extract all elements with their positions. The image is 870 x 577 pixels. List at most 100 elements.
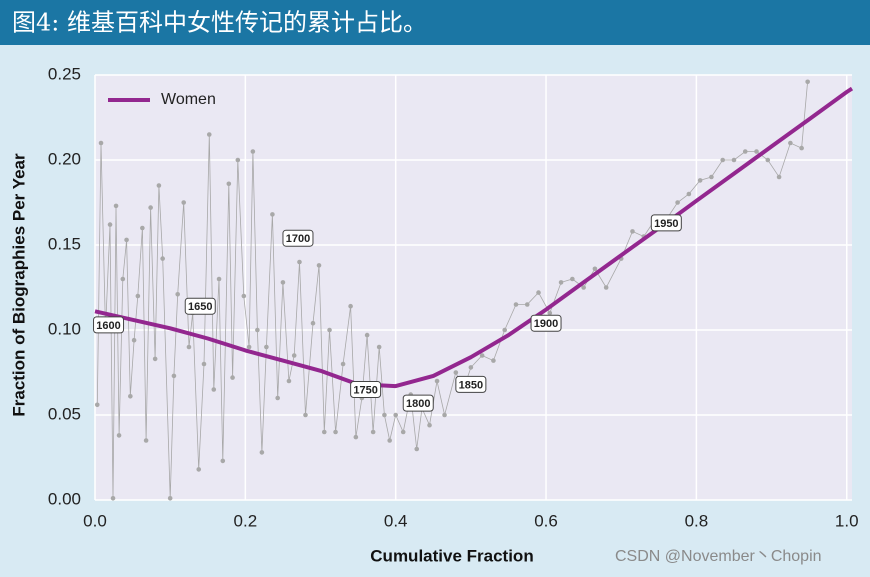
data-point (181, 200, 187, 205)
annotation-box (455, 375, 487, 393)
series-line (94, 86, 854, 389)
data-point (116, 433, 122, 438)
data-point (370, 429, 376, 435)
data-point (186, 344, 192, 350)
data-point (333, 429, 338, 435)
data-point (110, 496, 116, 501)
data-point (720, 157, 726, 163)
data-point (206, 132, 212, 137)
data-point (400, 429, 406, 435)
data-point (246, 344, 252, 350)
data-point (491, 358, 496, 363)
data-point (630, 229, 635, 234)
y-tick-label: 0.20 (48, 149, 81, 168)
data-point (675, 200, 680, 205)
data-point (235, 157, 241, 163)
data-point (107, 222, 113, 227)
data-point (453, 370, 459, 375)
x-tick-label: 0.6 (534, 511, 558, 530)
y-tick-label: 0.10 (48, 319, 81, 338)
data-point (427, 422, 432, 428)
data-point (201, 361, 207, 367)
annotation: 1750 (353, 384, 377, 396)
data-point (788, 140, 793, 146)
data-point (140, 225, 145, 231)
data-point (230, 375, 235, 380)
data-point (414, 446, 420, 452)
data-point (434, 378, 440, 384)
data-point (731, 157, 737, 163)
data-point (216, 276, 222, 282)
data-point (776, 174, 782, 180)
y-tick-label: 0.15 (48, 234, 81, 253)
data-point (765, 157, 771, 163)
data-point (327, 327, 332, 333)
data-point (152, 356, 158, 362)
data-point (468, 365, 474, 370)
annotation: 1800 (406, 398, 430, 410)
data-point (581, 285, 586, 290)
plot-area (95, 75, 852, 500)
annotation: 1900 (534, 318, 558, 330)
data-point (382, 412, 387, 418)
x-tick-label: 0.8 (685, 511, 709, 530)
data-point (280, 280, 286, 285)
data-point (286, 378, 292, 384)
data-point (376, 344, 382, 350)
y-tick-label: 0.00 (48, 489, 81, 508)
annotation-box (184, 297, 216, 315)
data-point (124, 237, 129, 243)
data-point (570, 276, 575, 282)
header-bar (0, 0, 870, 45)
x-tick-label: 1.0 (835, 511, 859, 530)
data-point (156, 183, 162, 188)
data-point (255, 327, 260, 333)
annotation: 1650 (188, 301, 212, 313)
data-point (120, 276, 126, 282)
x-tick-label: 0.2 (234, 511, 258, 530)
data-point (502, 327, 507, 333)
data-point (94, 402, 100, 408)
data-point (558, 280, 564, 285)
data-point (264, 344, 269, 350)
data-point (799, 145, 804, 151)
data-point (603, 285, 609, 290)
y-tick-label: 0.05 (48, 404, 81, 423)
watermark: CSDN @November丶Chopin (615, 548, 822, 565)
x-axis-label: Cumulative Fraction (370, 546, 533, 565)
data-point (160, 256, 165, 261)
annotation-box (530, 314, 562, 332)
data-point (316, 263, 322, 268)
data-point (220, 458, 226, 464)
annotation-box (93, 316, 125, 334)
annotation: 1700 (286, 233, 310, 245)
data-point (340, 361, 346, 367)
data-point (128, 394, 133, 399)
data-point (297, 259, 302, 265)
data-point (364, 332, 370, 338)
data-point (167, 496, 173, 501)
data-point (303, 412, 308, 418)
data-point (226, 181, 232, 187)
data-point (686, 191, 692, 197)
data-point (742, 149, 748, 154)
annotation-box (350, 381, 382, 398)
data-point (275, 395, 280, 401)
data-point (348, 303, 353, 309)
data-point (175, 292, 180, 297)
data-point (241, 293, 247, 299)
annotation: 1850 (459, 379, 483, 391)
y-tick-label: 0.25 (48, 64, 81, 83)
chart-title: 图4: 维基百科中女性传记的累计占比。 (12, 9, 427, 37)
annotation-box (282, 229, 314, 247)
data-point (321, 429, 327, 435)
x-tick-label: 0.4 (384, 511, 408, 530)
data-point (113, 203, 119, 209)
data-point (697, 178, 703, 183)
data-point (592, 266, 598, 272)
data-point (291, 353, 297, 358)
data-point (196, 467, 202, 472)
data-point (148, 205, 153, 210)
